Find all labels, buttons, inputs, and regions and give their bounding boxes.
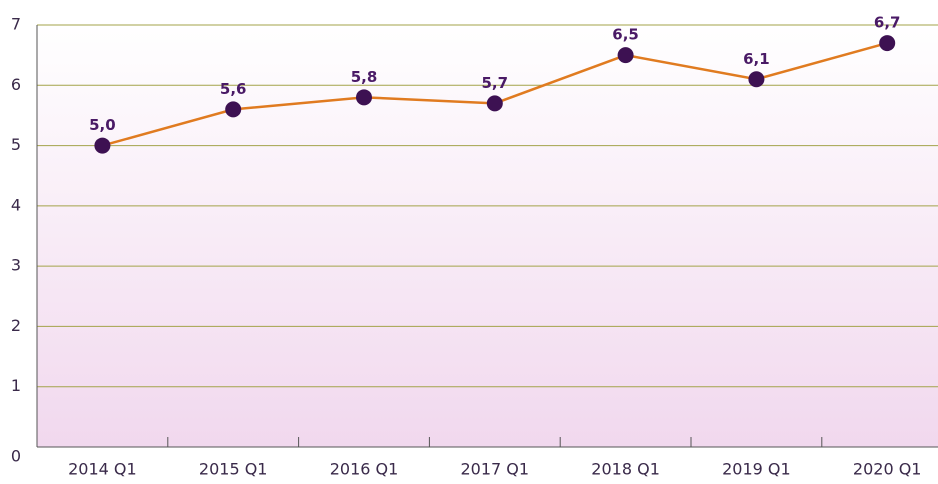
x-axis: 2014 Q1 2015 Q1 2016 Q1 2017 Q1 2018 Q1 2019 …: [36, 25, 938, 479]
marker: [879, 35, 896, 52]
x-tick-label: 2015 Q1: [199, 460, 268, 479]
data-label: 6,5: [612, 26, 639, 44]
y-tick-label: 7: [11, 15, 21, 34]
y-tick-label: 4: [11, 195, 21, 214]
x-tick-label: 2017 Q1: [461, 460, 530, 479]
grid: 0 1 2 3 4 5 6 7: [11, 15, 938, 466]
marker: [94, 137, 111, 154]
x-tick-label: 2019 Q1: [722, 460, 791, 479]
y-tick-label: 2: [11, 316, 21, 335]
data-label: 6,7: [874, 14, 901, 32]
marker: [617, 47, 634, 64]
x-tick-label: 2018 Q1: [591, 460, 660, 479]
data-label: 5,7: [482, 74, 509, 92]
marker: [748, 71, 765, 88]
marker: [486, 95, 503, 112]
x-tick-label: 2020 Q1: [853, 460, 922, 479]
data-label: 5,6: [220, 80, 247, 98]
y-tick-label: 1: [11, 376, 21, 395]
x-tick-label: 2016 Q1: [330, 460, 399, 479]
data-label: 6,1: [743, 50, 770, 68]
y-tick-label: 5: [11, 135, 21, 154]
plot-background: [37, 25, 938, 447]
marks: 5,0 5,6 5,8 5,7 6,5 6,1 6,7: [89, 14, 900, 154]
y-tick-label: 6: [11, 75, 21, 94]
x-tick-label: 2014 Q1: [68, 460, 137, 479]
data-label: 5,0: [89, 116, 116, 134]
y-tick-label: 3: [11, 256, 21, 275]
y-tick-label: 0: [11, 447, 21, 466]
marker: [225, 101, 242, 118]
marker: [356, 89, 372, 106]
data-label: 5,8: [351, 68, 378, 86]
